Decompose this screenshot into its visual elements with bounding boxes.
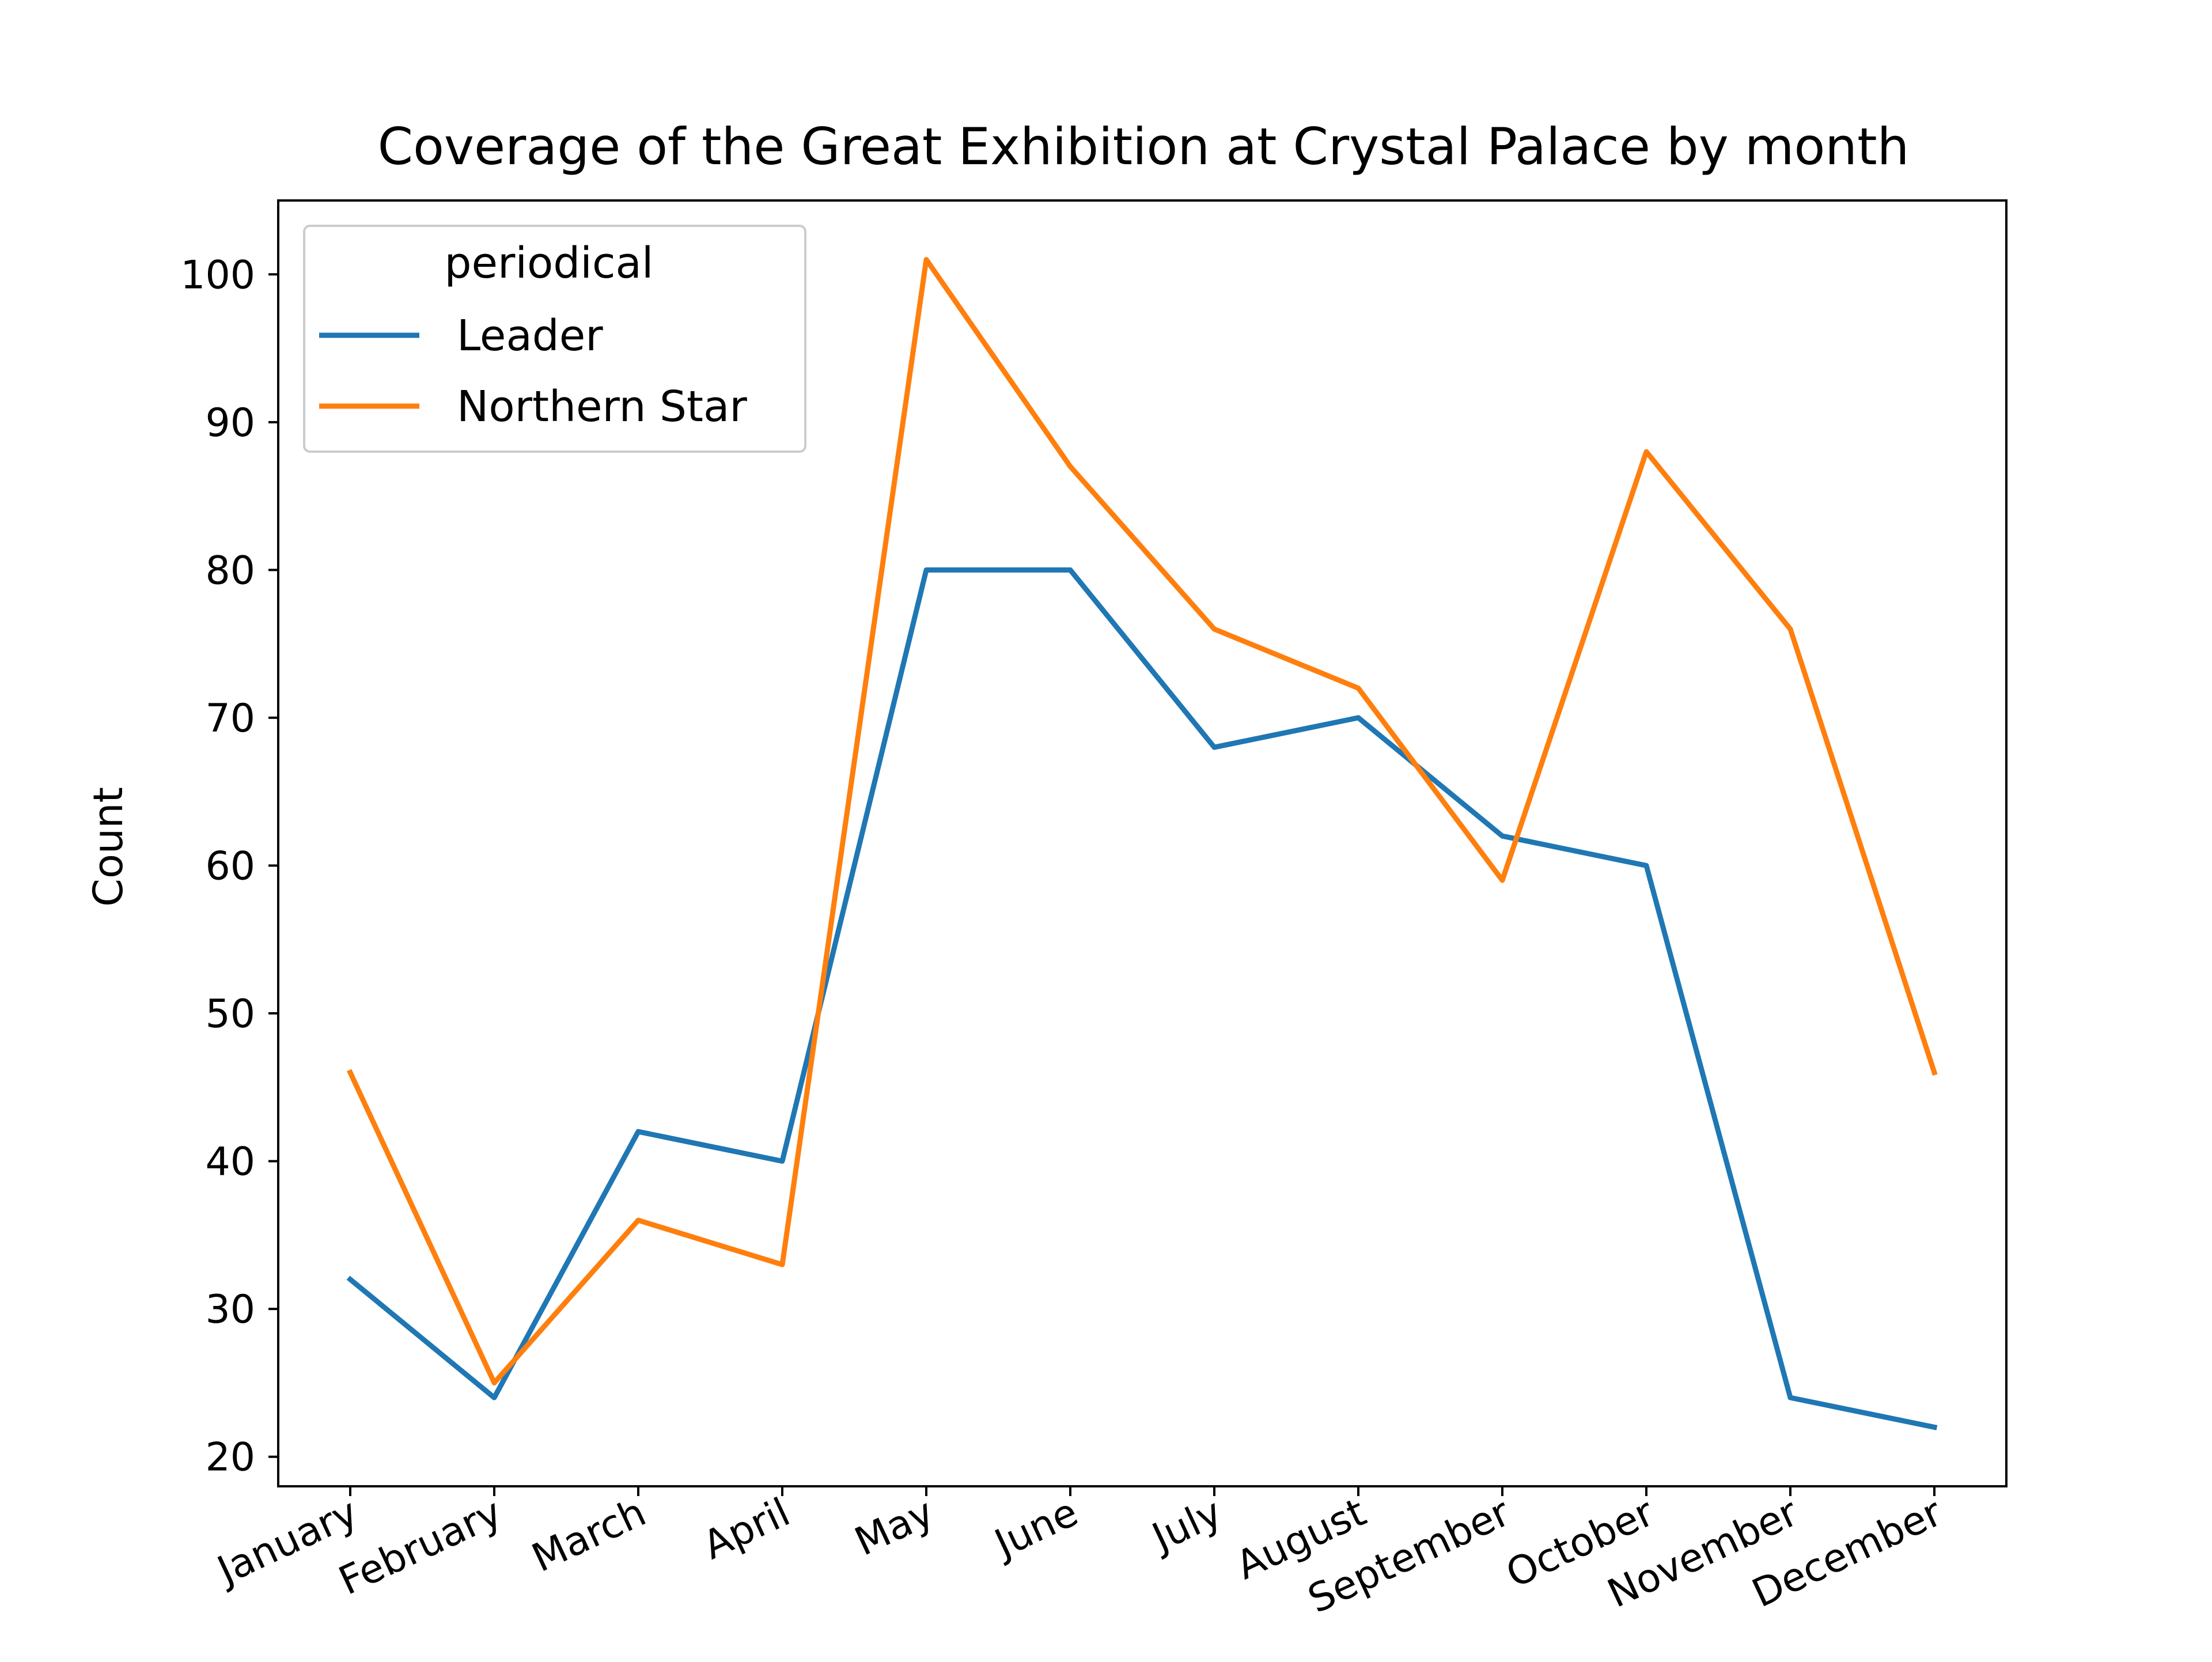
y-tick-label: 40 [205, 1139, 255, 1185]
legend-label-leader: Leader [457, 311, 603, 361]
y-tick-label: 20 [205, 1435, 255, 1481]
y-tick-label: 80 [205, 548, 255, 593]
y-tick-label: 30 [205, 1287, 255, 1332]
chart-title: Coverage of the Great Exhibition at Crys… [378, 117, 1910, 176]
series-line-northern-star [347, 257, 1938, 1385]
legend-box [303, 225, 806, 453]
y-tick-label: 90 [205, 400, 255, 446]
legend-title: periodical [445, 238, 654, 288]
legend: periodical Leader Northern Star [303, 225, 806, 453]
plot-area [346, 257, 1938, 1430]
legend-label-northern-star: Northern Star [457, 382, 747, 431]
series-line-leader [346, 567, 1938, 1430]
y-tick-label: 100 [180, 252, 255, 298]
y-tick-label: 70 [205, 696, 255, 741]
y-axis-label: Count [85, 787, 132, 907]
y-tick-label: 60 [205, 843, 255, 889]
plot-frame [277, 199, 2008, 1487]
y-tick-label: 50 [205, 991, 255, 1037]
